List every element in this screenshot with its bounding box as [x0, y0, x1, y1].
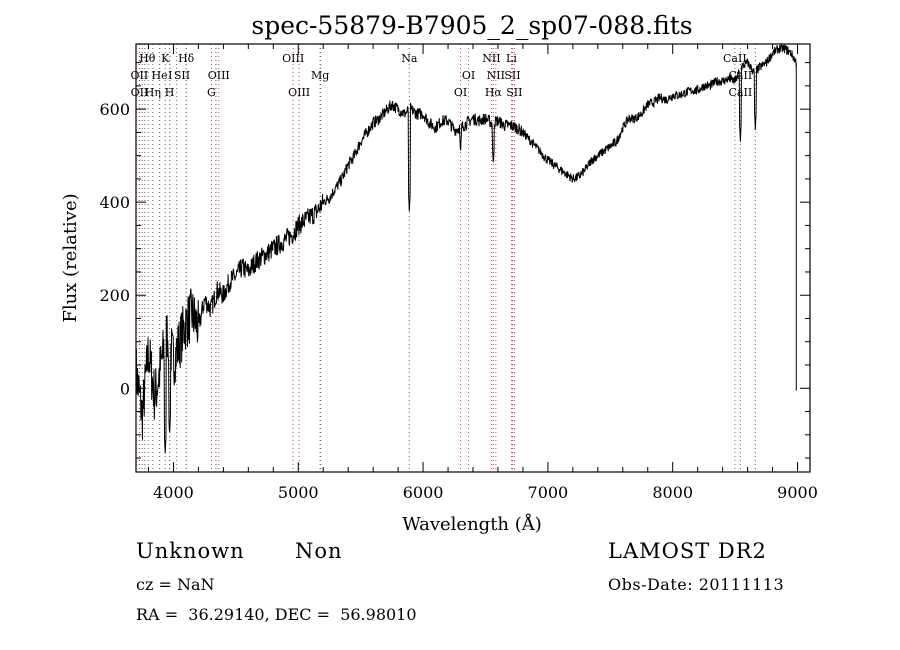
- survey-name: LAMOST DR2: [608, 539, 767, 563]
- line-label: OII: [131, 86, 149, 99]
- line-label: SII: [174, 69, 190, 82]
- flux-line: [135, 43, 797, 454]
- x-tick-label: 6000: [403, 483, 444, 502]
- line-label: Hη: [145, 86, 161, 99]
- object-class: Unknown: [136, 539, 245, 563]
- line-label: OI: [462, 69, 475, 82]
- line-label: Li: [506, 52, 517, 65]
- line-label: Na: [401, 52, 418, 65]
- line-label: OIII: [282, 52, 304, 65]
- line-label: G: [207, 86, 216, 99]
- y-tick-label: 400: [99, 193, 130, 212]
- y-tick-label: 0: [120, 379, 130, 398]
- x-tick-label: 4000: [153, 483, 194, 502]
- line-label: OII: [131, 69, 149, 82]
- line-label: Mg: [311, 69, 329, 82]
- line-label: OIII: [288, 86, 310, 99]
- line-label: NII: [482, 52, 500, 65]
- line-label: Hδ: [178, 52, 195, 65]
- line-label: Hα: [485, 86, 503, 99]
- x-tick-label: 9000: [777, 483, 818, 502]
- x-axis-ticks: 4000 5000 6000 7000 8000 9000: [147, 44, 818, 502]
- chart-title: spec-55879-B7905_2_sp07-088.fits: [251, 11, 692, 40]
- line-label: CaII: [729, 86, 753, 99]
- line-label: CaII: [723, 52, 747, 65]
- line-label: SII: [506, 86, 522, 99]
- plot-frame: [135, 43, 811, 473]
- x-axis-label: Wavelength (Å): [402, 513, 542, 535]
- y-tick-label: 600: [99, 100, 130, 119]
- redshift-cz: cz = NaN: [136, 575, 215, 594]
- x-tick-label: 8000: [652, 483, 693, 502]
- x-tick-label: 7000: [528, 483, 569, 502]
- line-label: I: [168, 69, 172, 82]
- y-axis-label: Flux (relative): [60, 193, 81, 322]
- line-label: He: [152, 69, 168, 82]
- spectral-line-markers: [138, 44, 756, 472]
- line-label: Hθ: [139, 52, 156, 65]
- x-tick-label: 5000: [278, 483, 319, 502]
- object-subclass: Non: [295, 539, 343, 563]
- line-label: H: [165, 86, 175, 99]
- line-label: SII: [504, 69, 520, 82]
- observation-date: Obs-Date: 20111113: [608, 575, 785, 594]
- line-label: OI: [454, 86, 467, 99]
- line-label: K: [161, 52, 170, 65]
- line-label: OIII: [208, 69, 230, 82]
- y-tick-label: 200: [99, 286, 130, 305]
- ra-dec-coordinates: RA = 36.29140, DEC = 56.98010: [136, 605, 417, 624]
- flux-series: [135, 43, 797, 454]
- y-axis-ticks: 0 200 400 600: [99, 62, 810, 459]
- line-label: NII: [487, 69, 505, 82]
